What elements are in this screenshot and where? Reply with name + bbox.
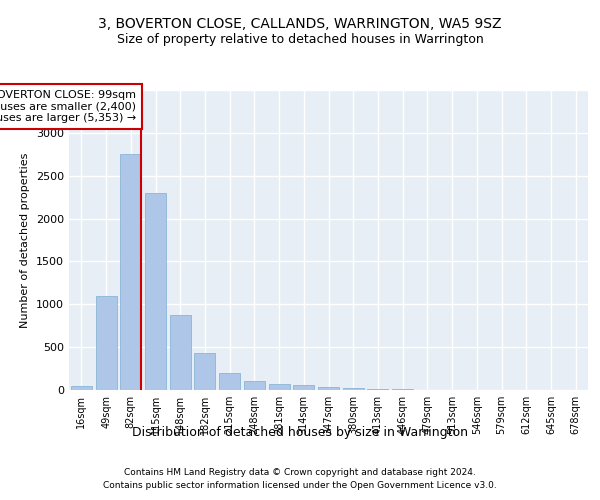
Text: Contains HM Land Registry data © Crown copyright and database right 2024.: Contains HM Land Registry data © Crown c…	[124, 468, 476, 477]
Bar	[219, 373, 240, 390]
Bar	[170, 314, 191, 390]
Bar	[343, 388, 364, 390]
Bar	[244, 381, 265, 390]
Text: Distribution of detached houses by size in Warrington: Distribution of detached houses by size …	[132, 426, 468, 439]
Bar	[145, 193, 166, 390]
Bar	[120, 154, 141, 390]
Text: 3, BOVERTON CLOSE, CALLANDS, WARRINGTON, WA5 9SZ: 3, BOVERTON CLOSE, CALLANDS, WARRINGTON,…	[98, 18, 502, 32]
Bar	[367, 389, 388, 390]
Text: Contains public sector information licensed under the Open Government Licence v3: Contains public sector information licen…	[103, 480, 497, 490]
Bar	[269, 384, 290, 390]
Bar	[71, 386, 92, 390]
Y-axis label: Number of detached properties: Number of detached properties	[20, 152, 31, 328]
Bar	[194, 353, 215, 390]
Text: Size of property relative to detached houses in Warrington: Size of property relative to detached ho…	[116, 32, 484, 46]
Bar	[318, 387, 339, 390]
Bar	[293, 386, 314, 390]
Bar	[95, 296, 116, 390]
Text: 3 BOVERTON CLOSE: 99sqm
← 31% of detached houses are smaller (2,400)
68% of semi: 3 BOVERTON CLOSE: 99sqm ← 31% of detache…	[0, 90, 136, 123]
